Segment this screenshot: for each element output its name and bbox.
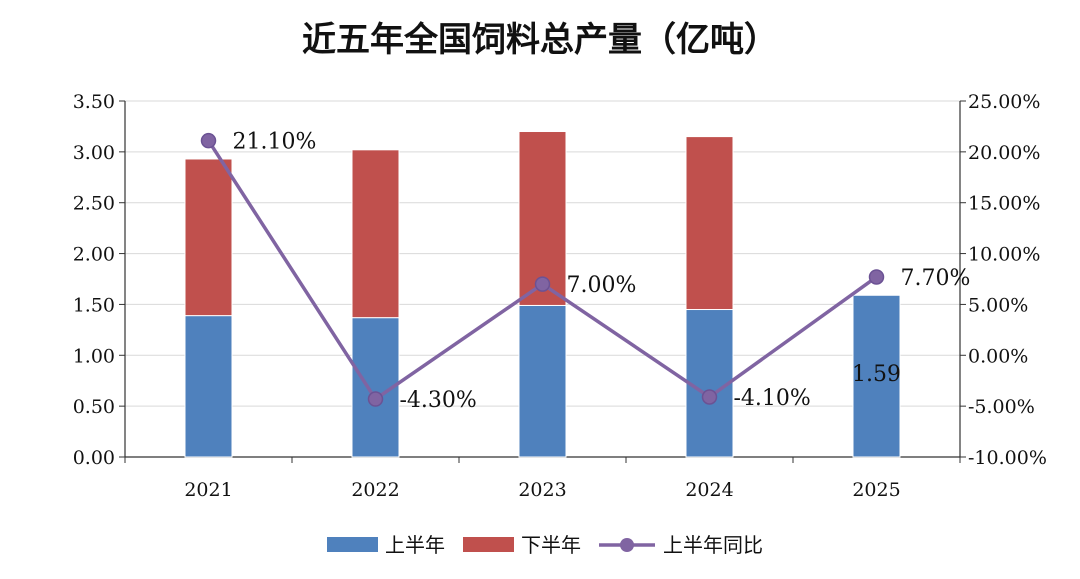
bar-first-half [518,304,567,458]
yoy-point [200,132,217,149]
x-tick-label: 2025 [852,479,900,501]
bar-second-half [685,136,734,311]
legend-swatch [463,537,514,552]
x-tick-label: 2024 [685,479,733,501]
chart-title: 近五年全国饲料总产量（亿吨） [302,20,778,60]
bar-first-half [685,309,734,458]
bar-second-half [184,158,233,317]
yoy-point [367,391,384,407]
bar-data-label: 1.59 [852,362,901,387]
right-tick-label: 20.00% [968,142,1040,164]
yoy-data-label: 7.00% [567,273,637,298]
yoy-point [534,276,551,292]
right-tick-label: 25.00% [968,91,1040,113]
right-tick-label: 5.00% [968,294,1028,316]
bar-second-half [351,149,400,319]
legend-label: 上半年同比 [663,533,763,557]
yoy-data-label: 21.10% [233,130,317,155]
yoy-data-label: -4.30% [400,388,477,413]
legend-marker [620,538,634,552]
left-tick-label: 3.00 [73,142,115,164]
left-tick-label: 0.00 [73,447,115,469]
x-tick-label: 2022 [351,479,399,501]
right-tick-label: -10.00% [968,447,1047,469]
right-tick-label: 10.00% [968,244,1040,266]
left-tick-label: 1.50 [73,294,115,316]
yoy-data-label: 7.70% [901,266,971,291]
yoy-point [701,389,718,405]
legend-swatch [327,537,378,552]
yoy-data-label: -4.10% [734,386,811,411]
yoy-point [868,269,885,285]
x-tick-label: 2023 [518,479,566,501]
left-tick-label: 0.50 [73,396,115,418]
legend-label: 上半年 [385,533,445,557]
left-tick-label: 2.50 [73,193,115,215]
left-tick-label: 1.00 [73,345,115,367]
x-tick-label: 2021 [184,479,232,501]
left-tick-label: 3.50 [73,91,115,113]
right-tick-label: -5.00% [968,396,1035,418]
right-tick-label: 15.00% [968,193,1040,215]
bar-first-half [184,315,233,458]
bar-first-half [852,294,901,458]
left-tick-label: 2.00 [73,244,115,266]
legend-label: 下半年 [521,533,581,557]
right-tick-label: 0.00% [968,345,1028,367]
